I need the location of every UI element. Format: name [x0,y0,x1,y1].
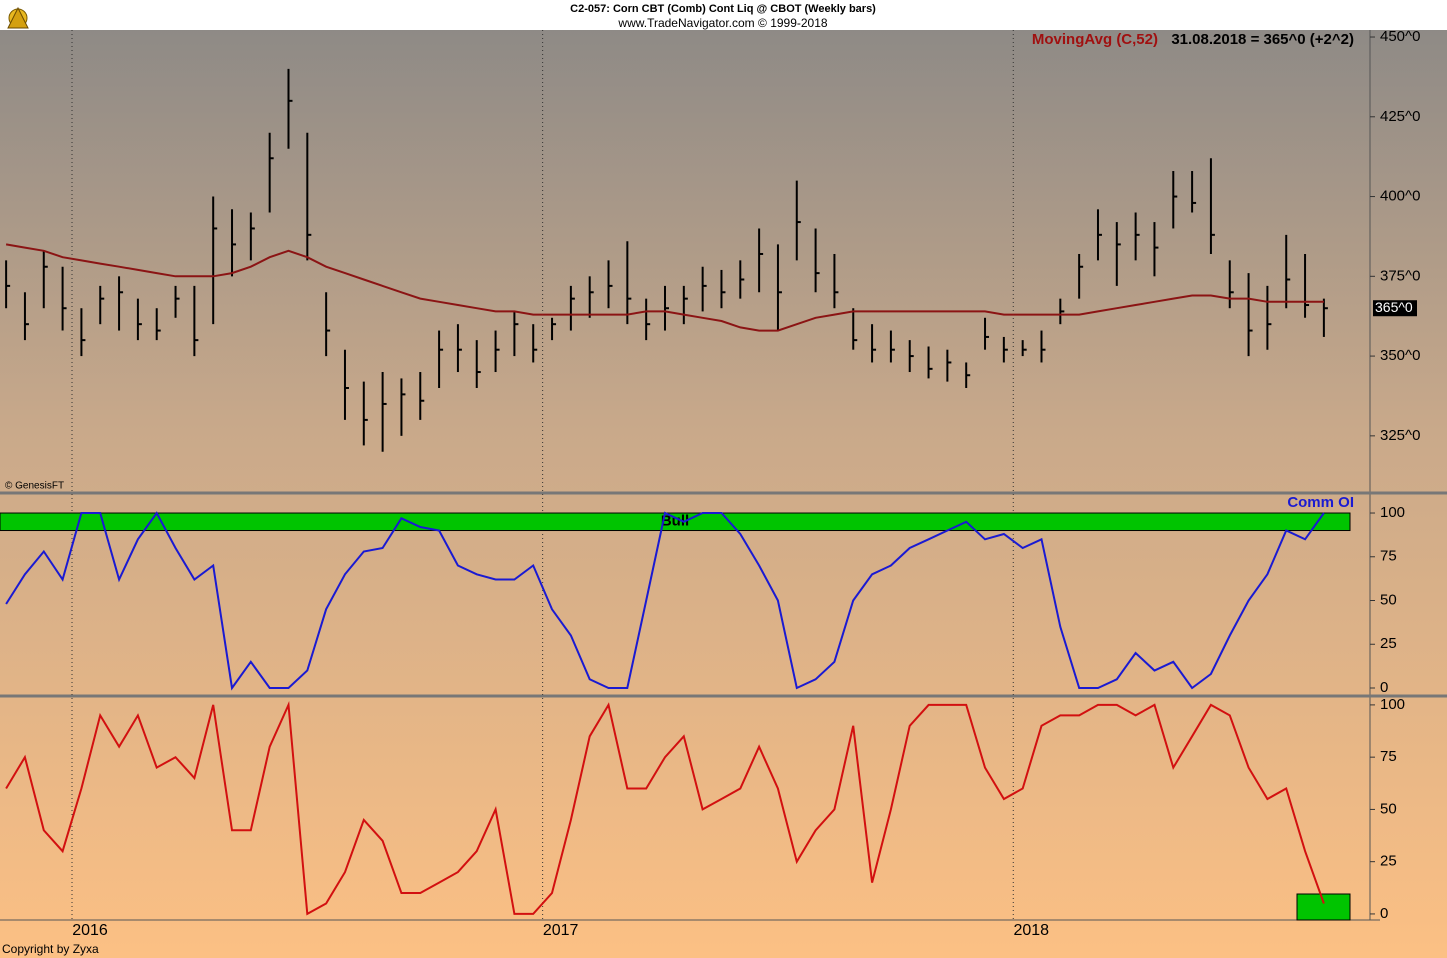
y-tick-label: 350^0 [1380,347,1420,364]
signal-box [1296,893,1351,921]
copyright: Copyright by Zyxa [2,942,99,956]
chart-subtitle: www.TradeNavigator.com © 1999-2018 [617,16,827,30]
legend-entry: Comm OI [1287,494,1354,511]
y-tick-label: 50 [1380,800,1397,817]
zone [0,512,1351,532]
indicator-line [5,511,1325,691]
y-tick-label: 325^0 [1380,427,1420,444]
y-tick-label: 75 [1380,748,1397,765]
header [0,0,1447,30]
y-tick-label: 425^0 [1380,108,1420,125]
source-note: © GenesisFT [5,481,64,492]
x-tick-label: 2016 [72,922,108,939]
y-tick-label: 50 [1380,591,1397,608]
x-tick-label: 2018 [1013,922,1049,939]
x-tick-label: 2017 [543,922,579,939]
logo [7,6,29,29]
y-tick-label: 400^0 [1380,188,1420,205]
moving-average [5,243,1324,332]
y-tick-label: 25 [1380,635,1397,652]
zone-label: Bull [661,513,689,530]
legend-entry: MovingAvg (C,52) [1032,31,1158,48]
y-tick-label: 375^0 [1380,267,1420,284]
price-label: 365^0 [1375,299,1413,315]
price-label-box [1373,300,1417,317]
legend-value: 31.08.2018 = 365^0 (+2^2) [1171,31,1354,48]
chart-title: C2-057: Corn CBT (Comb) Cont Liq @ CBOT … [570,3,876,15]
y-tick-label: 0 [1380,679,1388,696]
y-tick-label: 100 [1380,504,1405,521]
y-tick-label: 0 [1380,905,1388,922]
y-tick-label: 25 [1380,853,1397,870]
y-tick-label: 450^0 [1380,28,1420,45]
indicator-line [5,701,1325,916]
y-tick-label: 100 [1380,696,1405,713]
y-tick-label: 75 [1380,548,1397,565]
